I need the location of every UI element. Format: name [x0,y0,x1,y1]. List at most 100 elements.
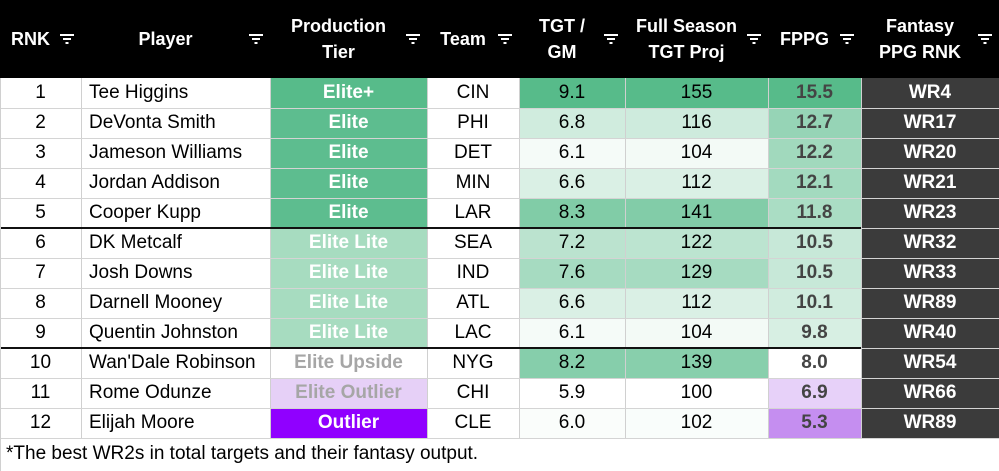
filter-icon[interactable] [497,31,513,47]
column-header-rnk[interactable]: RNK [0,0,81,78]
table-row[interactable]: 1 Tee Higgins Elite+ CIN 9.1 155 15.5 WR4 [0,78,999,108]
column-header-fppg[interactable]: FPPG [768,0,861,78]
cell-tgt-per-game: 6.6 [519,288,625,318]
row-divider [0,378,999,379]
cell-full-season-tgt-proj: 112 [625,168,768,198]
column-header-label: Player [138,29,193,49]
column-header-player[interactable]: Player [81,0,270,78]
column-header-tgt-per-game[interactable]: TGT / GM [519,0,625,78]
table-row[interactable]: 12 Elijah Moore Outlier CLE 6.0 102 5.3 WR89 [0,408,999,438]
cell-team: LAC [454,322,492,343]
cell-tgt-per-game: 6.6 [519,168,625,198]
column-header-fantasy-ppg-rank[interactable]: Fantasy PPG RNK [861,0,999,78]
cell-player: Rome Odunze [89,382,212,403]
filter-icon[interactable] [405,31,421,47]
cell-team: NYG [452,352,494,373]
tier-group-divider [0,227,861,229]
cell-production-tier: Elite Lite [270,258,427,288]
cell-fantasy-ppg-rank: WR4 [861,78,999,108]
cell-fppg: 11.8 [768,198,861,228]
cell-production-tier: Elite Lite [270,288,427,318]
cell-production-tier: Elite Outlier [270,378,427,408]
cell-tgt-per-game: 8.3 [519,198,625,228]
filter-icon[interactable] [248,31,264,47]
cell-team: PHI [457,112,489,133]
table-row[interactable]: 5 Cooper Kupp Elite LAR 8.3 141 11.8 WR23 [0,198,999,228]
column-header-label: PPG RNK [878,42,961,62]
column-header-label: TGT / [539,16,585,36]
table-row[interactable]: 8 Darnell Mooney Elite Lite ATL 6.6 112 10.1 WR… [0,288,999,318]
row-divider [0,408,999,409]
row-divider [0,168,999,169]
cell-full-season-tgt-proj: 102 [625,408,768,438]
cell-fppg: 10.5 [768,258,861,288]
cell-fantasy-ppg-rank: WR23 [861,198,999,228]
cell-fppg: 9.8 [768,318,861,348]
cell-team: ATL [456,292,490,313]
cell-fantasy-ppg-rank: WR54 [861,348,999,378]
cell-team: LAR [454,202,492,223]
cell-tgt-per-game: 9.1 [519,78,625,108]
column-header-label: GM [547,42,577,62]
table-row[interactable]: 3 Jameson Williams Elite DET 6.1 104 12.2 WR20 [0,138,999,168]
table-left-border [0,78,1,471]
cell-fantasy-ppg-rank: WR21 [861,168,999,198]
cell-tgt-per-game: 6.1 [519,318,625,348]
filter-icon[interactable] [839,31,855,47]
table-row[interactable]: 4 Jordan Addison Elite MIN 6.6 112 12.1 WR21 [0,168,999,198]
cell-fppg: 6.9 [768,378,861,408]
table-row[interactable]: 11 Rome Odunze Elite Outlier CHI 5.9 100 6.9 WR… [0,378,999,408]
cell-player: Jordan Addison [89,172,220,193]
cell-rank: 2 [35,112,46,133]
cell-rank: 5 [35,202,46,223]
cell-production-tier: Elite [270,138,427,168]
table-row[interactable]: 9 Quentin Johnston Elite Lite LAC 6.1 104 9.8 W… [0,318,999,348]
cell-fppg: 5.3 [768,408,861,438]
cell-rank: 11 [30,382,51,403]
cell-full-season-tgt-proj: 100 [625,378,768,408]
table-row[interactable]: 7 Josh Downs Elite Lite IND 7.6 129 10.5 WR33 [0,258,999,288]
cell-team: DET [454,142,492,163]
tier-group-divider [0,347,861,349]
row-divider [0,318,999,319]
cell-tgt-per-game: 6.0 [519,408,625,438]
row-divider [0,108,999,109]
cell-full-season-tgt-proj: 129 [625,258,768,288]
row-divider [0,288,999,289]
column-header-label: Tier [322,42,355,62]
table-row[interactable]: 6 DK Metcalf Elite Lite SEA 7.2 122 10.5 WR32 [0,228,999,258]
table-footnote: *The best WR2s in total targets and thei… [6,443,479,464]
cell-player: Cooper Kupp [89,202,201,223]
cell-team: SEA [453,232,493,253]
cell-rank: 4 [35,172,46,193]
row-divider [0,138,999,139]
cell-fppg: 8.0 [768,348,861,378]
cell-fantasy-ppg-rank: WR89 [861,288,999,318]
cell-tgt-per-game: 5.9 [519,378,625,408]
cell-player: Wan'Dale Robinson [89,352,256,373]
cell-fppg: 12.1 [768,168,861,198]
cell-production-tier: Elite Lite [270,228,427,258]
cell-production-tier: Elite+ [270,78,427,108]
column-header-label: Fantasy [885,16,954,36]
filter-icon[interactable] [603,31,619,47]
cell-fppg: 10.1 [768,288,861,318]
cell-fantasy-ppg-rank: WR66 [861,378,999,408]
column-header-full-season-tgt-proj[interactable]: Full Season TGT Proj [625,0,768,78]
cell-team: CLE [454,412,492,433]
filter-icon[interactable] [59,31,75,47]
filter-icon[interactable] [977,31,993,47]
column-header-production-tier[interactable]: Production Tier [270,0,427,78]
table-row[interactable]: 10 Wan'Dale Robinson Elite Upside NYG 8.2 139… [0,348,999,378]
table-row[interactable]: 2 DeVonta Smith Elite PHI 6.8 116 12.7 WR17 [0,108,999,138]
cell-fantasy-ppg-rank: WR20 [861,138,999,168]
cell-team: MIN [455,172,491,193]
column-header-team[interactable]: Team [427,0,519,78]
cell-player: Elijah Moore [89,412,195,433]
cell-rank: 8 [35,292,46,313]
filter-icon[interactable] [746,31,762,47]
column-header-label: TGT Proj [648,42,725,62]
cell-fppg: 10.5 [768,228,861,258]
cell-rank: 12 [29,412,52,433]
